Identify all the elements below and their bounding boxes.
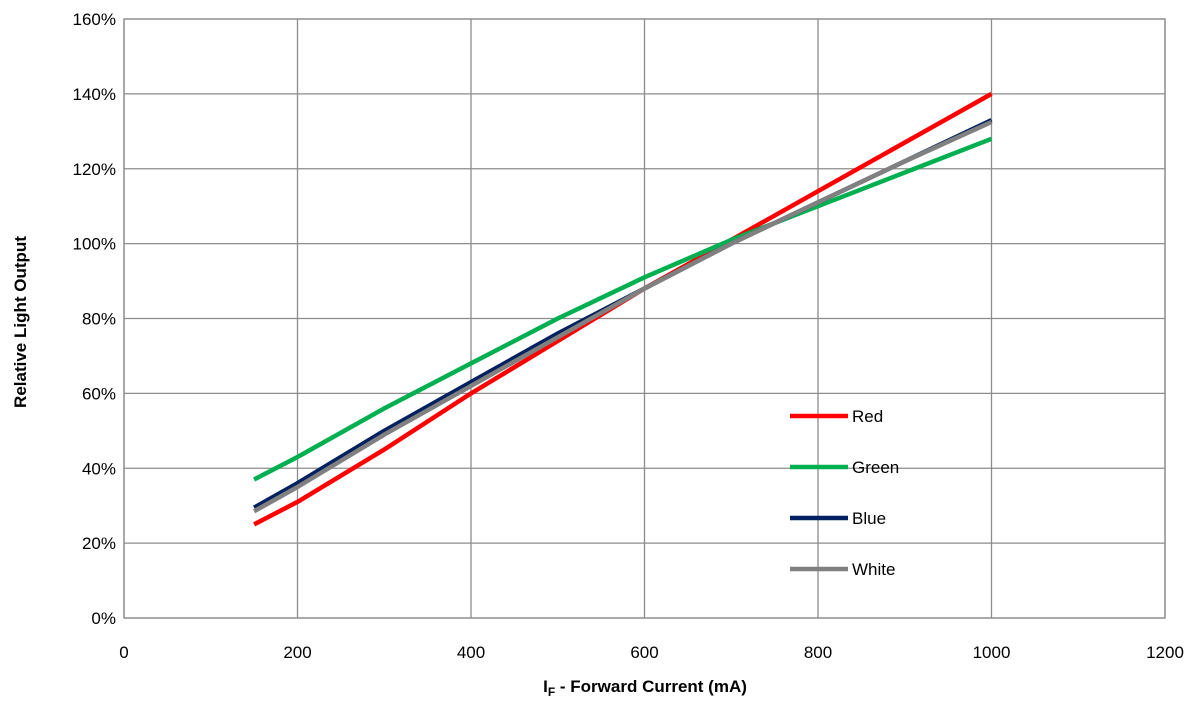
series-line-white bbox=[253, 119, 993, 514]
x-axis-title: IF - Forward Current (mA) bbox=[543, 677, 747, 699]
y-tick-label: 60% bbox=[82, 384, 116, 403]
series-line-blue bbox=[252, 118, 993, 510]
x-tick-label: 1200 bbox=[1146, 643, 1184, 662]
plot-area-border bbox=[123, 18, 1166, 619]
y-tick-label: 140% bbox=[73, 85, 116, 104]
y-tick-label: 120% bbox=[73, 160, 116, 179]
grid-lines bbox=[123, 18, 1166, 619]
legend-label-green: Green bbox=[852, 458, 899, 477]
y-axis-title: Relative Light Output bbox=[11, 236, 30, 408]
y-tick-label: 0% bbox=[91, 609, 116, 628]
series-line-green bbox=[253, 136, 993, 482]
legend-label-red: Red bbox=[852, 407, 883, 426]
legend-label-white: White bbox=[852, 560, 895, 579]
x-tick-label: 800 bbox=[804, 643, 832, 662]
y-tick-label: 80% bbox=[82, 310, 116, 329]
y-tick-label: 160% bbox=[73, 10, 116, 29]
x-tick-label: 1000 bbox=[973, 643, 1011, 662]
x-axis-title-rest: - Forward Current (mA) bbox=[555, 677, 747, 696]
y-tick-label: 20% bbox=[82, 534, 116, 553]
series-lines bbox=[252, 91, 993, 527]
legend: Red Green Blue White bbox=[790, 407, 899, 579]
legend-label-blue: Blue bbox=[852, 509, 886, 528]
x-tick-label: 0 bbox=[119, 643, 128, 662]
x-axis-title-main: I bbox=[543, 677, 548, 696]
x-tick-label: 400 bbox=[457, 643, 485, 662]
tick-labels: 0% 20% 40% 60% 80% 100% 120% 140% 160% 0 200 400 600… bbox=[73, 10, 1184, 662]
y-tick-label: 40% bbox=[82, 459, 116, 478]
x-tick-label: 200 bbox=[283, 643, 311, 662]
x-tick-label: 600 bbox=[630, 643, 658, 662]
x-axis-title-subscript: F bbox=[548, 685, 555, 699]
y-tick-label: 100% bbox=[73, 235, 116, 254]
